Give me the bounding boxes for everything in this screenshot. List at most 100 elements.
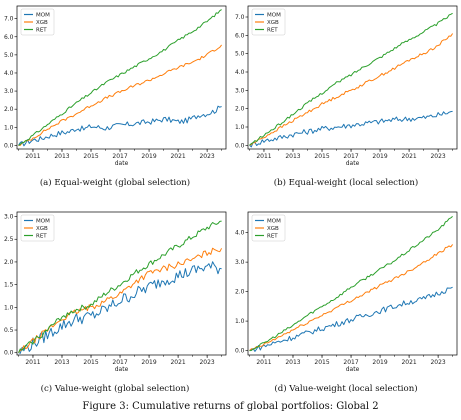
legend-label-mom: MOM <box>267 13 281 19</box>
x-tick-label: 2015 <box>83 153 98 160</box>
subcaption-a: (a) Equal-weight (global selection) <box>39 178 191 188</box>
x-tick-label: 2013 <box>285 153 300 160</box>
series-line-ret <box>18 220 222 353</box>
x-tick-label: 2019 <box>141 359 156 366</box>
legend-label-xgb: XGB <box>267 20 279 26</box>
y-tick-label: 0.0 <box>4 142 14 149</box>
y-tick-label: 4.0 <box>235 69 245 76</box>
y-tick-label: 1.0 <box>4 124 14 131</box>
line-chart-b: 0.0 1.0 2.0 3.0 4.0 5.0 6.0 7.0 2011 2013 2015 2017… <box>235 5 458 167</box>
y-tick-label: 2.0 <box>235 106 245 113</box>
x-tick-label: 2023 <box>430 359 445 366</box>
x-axis-label: date <box>346 366 360 373</box>
legend-box <box>251 8 286 36</box>
plot-frame <box>16 5 227 150</box>
x-tick-label: 2023 <box>199 359 214 366</box>
line-chart-d: 0.0 1.0 2.0 3.0 4.0 2011 2013 2015 2017 2019 2021 2… <box>235 211 458 373</box>
x-tick-label: 2021 <box>401 153 416 160</box>
x-tick-label: 2011 <box>25 153 40 160</box>
chart-panel-a: 0.0 1.0 2.0 3.0 4.0 5.0 6.0 7.0 2011 2013 2015 2017… <box>0 0 230 205</box>
figure-caption: Figure 3: Cumulative returns of global p… <box>82 401 379 412</box>
series-line-ret <box>249 12 453 146</box>
y-tick-label: 1.0 <box>4 304 14 311</box>
x-tick-label: 2015 <box>83 359 98 366</box>
legend-box <box>20 8 55 36</box>
x-axis-label: date <box>115 160 129 167</box>
x-tick-label: 2019 <box>372 153 387 160</box>
y-tick-label: 3.0 <box>235 259 245 266</box>
y-tick-label: 5.0 <box>4 52 14 59</box>
x-axis-label: date <box>346 160 360 167</box>
chart-panel-d: 0.0 1.0 2.0 3.0 4.0 2011 2013 2015 2017 2019 2021 2… <box>231 206 461 411</box>
x-tick-label: 2021 <box>170 359 185 366</box>
y-tick-label: 4.0 <box>235 230 245 237</box>
line-chart-a: 0.0 1.0 2.0 3.0 4.0 5.0 6.0 7.0 2011 2013 2015 2017… <box>4 5 227 167</box>
x-tick-label: 2013 <box>54 153 69 160</box>
x-tick-label: 2017 <box>112 153 127 160</box>
x-tick-label: 2023 <box>199 153 214 160</box>
y-tick-label: 2.0 <box>4 259 14 266</box>
y-tick-label: 1.0 <box>235 318 245 325</box>
x-tick-label: 2017 <box>343 359 358 366</box>
legend-label-ret: RET <box>36 234 47 240</box>
y-tick-label: 2.5 <box>4 236 14 243</box>
y-tick-label: 0.0 <box>4 350 14 357</box>
legend-label-xgb: XGB <box>267 226 279 232</box>
legend-label-xgb: XGB <box>36 226 48 232</box>
plot-frame <box>247 211 458 356</box>
y-tick-label: 7.0 <box>4 16 14 23</box>
subcaption-b: (b) Equal-weight (local selection) <box>273 178 419 188</box>
series-line-ret <box>18 9 222 146</box>
y-tick-label: 3.0 <box>235 87 245 94</box>
y-tick-label: 1.0 <box>235 124 245 131</box>
subcaption-d: (d) Value-weight (local selection) <box>274 384 418 394</box>
subcaption-c: (c) Value-weight (global selection) <box>40 384 190 394</box>
legend-label-xgb: XGB <box>36 20 48 26</box>
y-tick-label: 5.0 <box>235 51 245 58</box>
series-line-ret <box>249 216 453 352</box>
plot-frame <box>247 5 458 150</box>
y-tick-label: 4.0 <box>4 70 14 77</box>
legend-label-mom: MOM <box>36 13 50 19</box>
legend-label-ret: RET <box>267 28 278 34</box>
series-line-xgb <box>18 247 223 354</box>
x-tick-label: 2017 <box>112 359 127 366</box>
y-tick-label: 6.0 <box>4 34 14 41</box>
plot-frame <box>16 211 227 356</box>
legend-label-ret: RET <box>36 28 47 34</box>
x-tick-label: 2013 <box>285 359 300 366</box>
y-tick-label: 6.0 <box>235 32 245 39</box>
x-tick-label: 2019 <box>141 153 156 160</box>
legend-box <box>251 214 286 242</box>
series-line-xgb <box>249 244 454 351</box>
x-tick-label: 2013 <box>54 359 69 366</box>
x-tick-label: 2021 <box>401 359 416 366</box>
series-line-xgb <box>18 44 222 146</box>
legend-box <box>20 214 55 242</box>
series-line-mom <box>18 105 222 147</box>
x-tick-label: 2011 <box>25 359 40 366</box>
y-tick-label: 2.0 <box>4 106 14 113</box>
x-tick-label: 2015 <box>314 153 329 160</box>
x-tick-label: 2011 <box>256 153 271 160</box>
legend-label-mom: MOM <box>267 219 281 225</box>
y-tick-label: 7.0 <box>235 14 245 21</box>
y-tick-label: 3.0 <box>4 88 14 95</box>
series-line-mom <box>18 261 222 354</box>
x-tick-label: 2021 <box>170 153 185 160</box>
series-line-xgb <box>249 33 454 146</box>
x-tick-label: 2015 <box>314 359 329 366</box>
series-line-mom <box>249 110 453 148</box>
chart-panel-c: 0.0 0.5 1.0 1.5 2.0 2.5 3.0 2011 2013 2015 2017 201… <box>0 206 230 411</box>
y-tick-label: 0.0 <box>235 348 245 355</box>
legend-label-ret: RET <box>267 234 278 240</box>
series-line-mom <box>249 286 453 352</box>
y-tick-label: 0.0 <box>235 142 245 149</box>
x-tick-label: 2011 <box>256 359 271 366</box>
x-tick-label: 2019 <box>372 359 387 366</box>
legend-label-mom: MOM <box>36 219 50 225</box>
y-tick-label: 0.5 <box>4 327 14 334</box>
x-axis-label: date <box>115 366 129 373</box>
y-tick-label: 2.0 <box>235 289 245 296</box>
line-chart-c: 0.0 0.5 1.0 1.5 2.0 2.5 3.0 2011 2013 2015 2017 201… <box>4 211 227 373</box>
